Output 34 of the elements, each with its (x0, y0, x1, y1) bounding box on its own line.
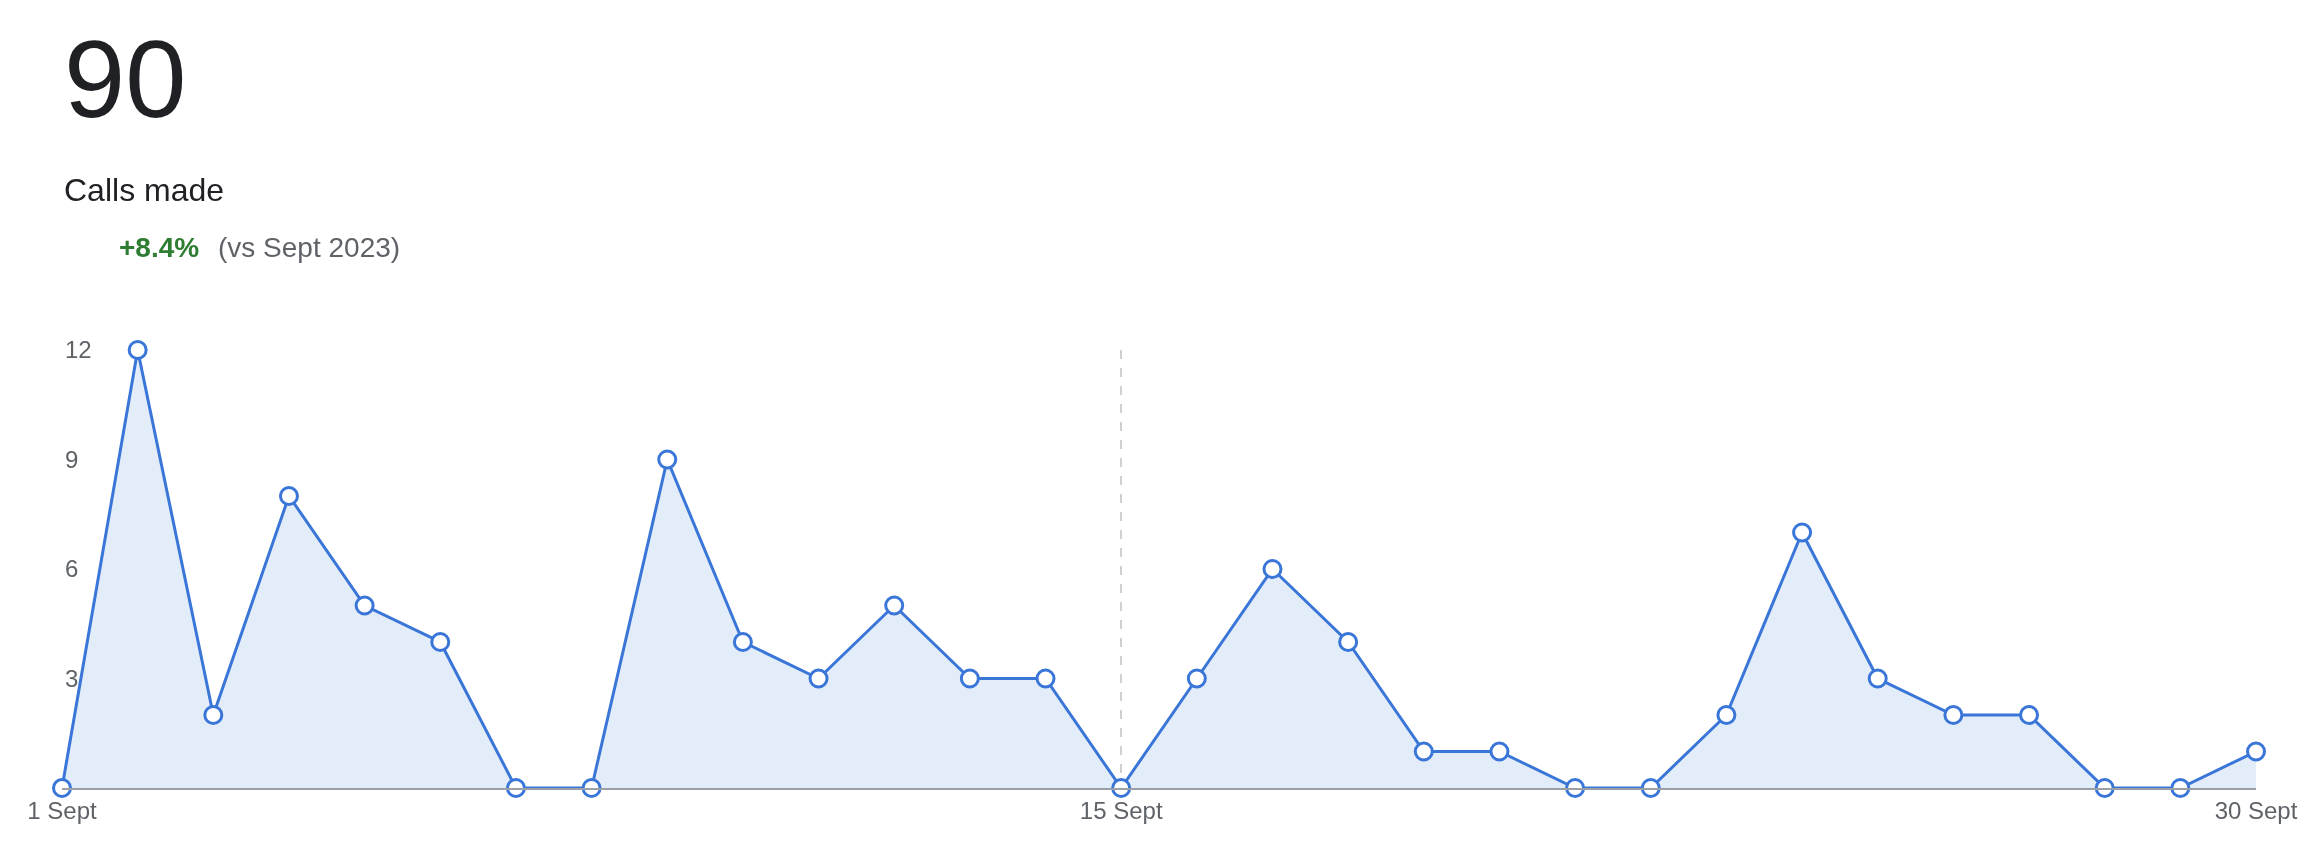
point (1489, 741, 1510, 762)
point (52, 778, 72, 798)
point (203, 705, 224, 725)
point (1338, 632, 1359, 652)
point (1035, 668, 1056, 689)
point (1186, 668, 1207, 689)
point (1943, 705, 1964, 725)
point (1792, 522, 1813, 543)
point (1867, 668, 1888, 689)
y-tick-label: 6 (65, 555, 79, 583)
y-tick-label: 12 (65, 336, 92, 364)
chart-subtitle: Calls made (64, 172, 225, 208)
x-tick-label: 1 Sept (27, 796, 98, 824)
point (2019, 705, 2040, 725)
text: (vs Sept 2023) (218, 232, 401, 263)
point (127, 340, 148, 360)
point (354, 595, 375, 616)
point (430, 632, 451, 652)
point (278, 486, 299, 506)
text: +8.4% (119, 232, 200, 263)
point (732, 632, 753, 652)
point (884, 595, 905, 616)
chart-title: 90 (64, 17, 187, 140)
point (657, 449, 678, 470)
x-tick-label: 30 Sept (2214, 796, 2298, 824)
point (1716, 705, 1737, 725)
point (2246, 741, 2266, 762)
point (808, 668, 829, 689)
x-tick-label: 15 Sept (1079, 796, 1163, 824)
y-tick-label: 9 (65, 445, 79, 473)
point (959, 668, 980, 689)
point (1413, 741, 1434, 762)
y-tick-label: 3 (65, 664, 79, 692)
point (1262, 559, 1283, 579)
